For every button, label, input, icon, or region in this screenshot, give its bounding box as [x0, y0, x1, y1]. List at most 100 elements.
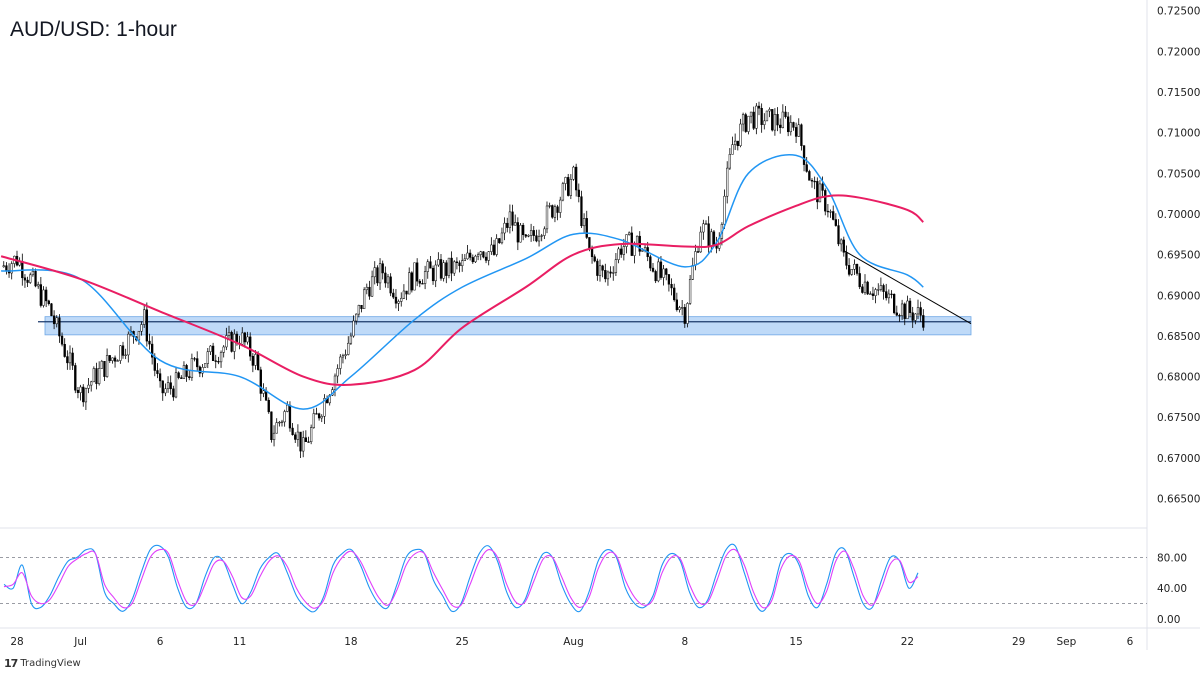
candle-body — [736, 140, 739, 146]
candle-body — [890, 293, 893, 296]
candle-body — [755, 105, 758, 129]
candle-body — [278, 421, 281, 424]
time-tick-label: Aug — [563, 636, 584, 648]
candle-body — [514, 222, 517, 226]
stochastic-pane — [0, 543, 1147, 613]
candle-body — [850, 269, 853, 275]
candle-body — [304, 437, 308, 442]
candle-body — [58, 317, 61, 337]
price-tick-label: 0.70000 — [1157, 209, 1200, 221]
time-tick-label: 11 — [233, 636, 246, 648]
candle-body — [895, 312, 898, 316]
candle-body — [52, 315, 56, 325]
candle-body — [490, 244, 493, 252]
candle-body — [487, 251, 490, 261]
candle-body — [667, 274, 671, 285]
price-axis[interactable]: 0.72500 0.72000 0.71500 0.71000 0.70500 0.700… — [1157, 6, 1200, 506]
candle-body — [344, 354, 347, 357]
time-axis[interactable]: 28 Jul 6 11 18 25 Aug 8 15 22 29 Sep 6 — [10, 636, 1133, 648]
candle-body — [408, 272, 411, 295]
candle-body — [781, 111, 785, 128]
candle-body — [219, 352, 223, 363]
candle-body — [429, 261, 432, 269]
candle-body — [339, 356, 342, 369]
candle-body — [111, 357, 114, 361]
price-tick-label: 0.68000 — [1157, 372, 1200, 384]
candle-body — [482, 251, 485, 258]
candle-body — [853, 263, 856, 270]
candle-body — [445, 262, 448, 276]
candle-body — [105, 355, 109, 377]
candle-body — [450, 257, 453, 274]
candle-body — [673, 287, 676, 301]
candle-body — [397, 301, 400, 304]
candle-body — [315, 413, 318, 415]
candle-body — [779, 124, 782, 128]
candle-body — [71, 352, 74, 366]
candle-body — [752, 111, 755, 129]
candle-body — [182, 365, 186, 379]
candle-body — [286, 404, 289, 412]
support-zone — [44, 316, 972, 336]
candle-body — [439, 259, 443, 279]
candle-body — [678, 307, 681, 310]
candle-body — [2, 265, 5, 268]
candle-body — [373, 267, 376, 278]
candle-body — [204, 363, 207, 368]
candle-body — [34, 270, 37, 287]
time-tick-label: 22 — [901, 636, 914, 648]
candle-body — [723, 195, 726, 225]
candle-body — [474, 255, 477, 263]
tradingview-branding[interactable]: 17 TradingView — [4, 657, 81, 670]
candle-body — [68, 352, 72, 364]
candle-body — [461, 260, 464, 267]
price-tick-label: 0.72500 — [1157, 6, 1200, 18]
candle-body — [529, 230, 533, 236]
candle-body — [834, 219, 838, 226]
candle-body — [564, 177, 567, 184]
price-tick-label: 0.72000 — [1157, 46, 1200, 58]
candle-body — [681, 307, 684, 309]
candle-body — [418, 280, 421, 284]
candle-body — [500, 232, 504, 244]
candle-body — [696, 251, 700, 253]
candle-body — [628, 232, 631, 235]
candle-body — [540, 235, 543, 237]
candle-body — [609, 271, 612, 274]
candle-body — [23, 277, 27, 281]
candle-body — [476, 254, 480, 257]
time-tick-label: 8 — [681, 636, 688, 648]
candle-body — [784, 111, 787, 118]
candle-body — [824, 190, 827, 212]
candle-body — [185, 365, 188, 377]
candle-body — [426, 261, 429, 272]
price-tick-label: 0.66500 — [1157, 494, 1200, 506]
candle-body — [503, 222, 506, 234]
candle-body — [577, 189, 580, 197]
candle-body — [818, 183, 822, 203]
candle-body — [79, 386, 82, 393]
candle-body — [728, 154, 732, 169]
candle-body — [593, 256, 596, 262]
candle-body — [113, 357, 117, 362]
candle-body — [662, 268, 665, 278]
candle-body — [320, 416, 323, 419]
candle-body — [651, 267, 655, 272]
candle-body — [431, 267, 435, 282]
candle-body — [378, 263, 382, 284]
candle-body — [100, 361, 103, 369]
candle-body — [516, 222, 520, 243]
candle-body — [773, 114, 777, 131]
candle-body — [368, 286, 371, 297]
candle-body — [241, 332, 244, 345]
candle-body — [898, 314, 901, 317]
candle-body — [333, 375, 337, 390]
candle-body — [121, 345, 125, 356]
candle-body — [590, 248, 594, 257]
stochastic-axis[interactable]: 80.00 40.00 0.00 — [1157, 552, 1187, 626]
candle-body — [559, 199, 562, 213]
candle-body — [792, 122, 795, 128]
candle-body — [312, 413, 315, 428]
candle-body — [675, 299, 679, 310]
candle-body — [734, 140, 737, 145]
